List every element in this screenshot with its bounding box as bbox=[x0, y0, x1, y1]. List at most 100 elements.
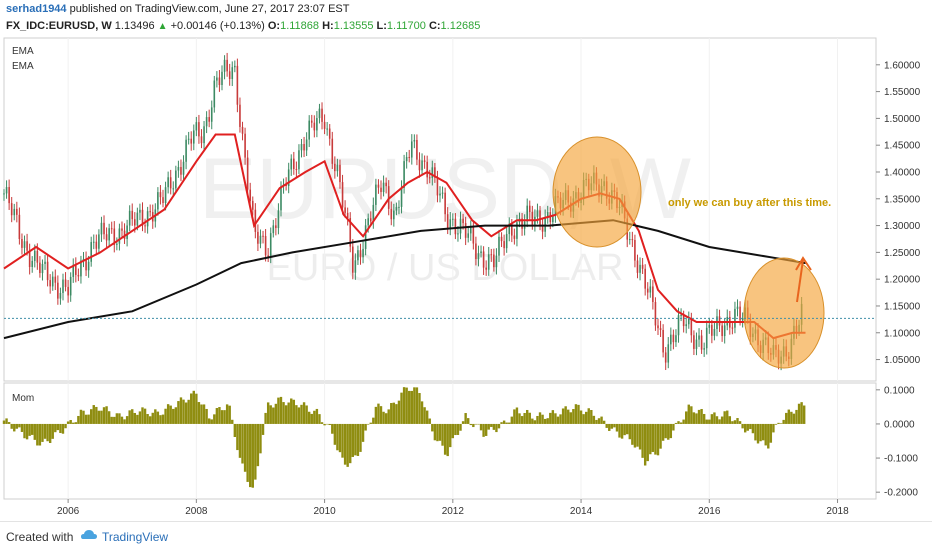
candle-body bbox=[262, 235, 264, 237]
chart-canvas[interactable]: EURUSD, W EURO / US DOLLAR only we can b… bbox=[0, 0, 932, 521]
momentum-bar bbox=[700, 408, 703, 424]
candle-body bbox=[677, 315, 680, 336]
author-link[interactable]: serhad1944 bbox=[6, 3, 67, 15]
momentum-axis[interactable]: 0.1000 0.0000 -0.1000 -0.2000 bbox=[876, 385, 918, 499]
momentum-bar bbox=[454, 423, 457, 436]
momentum-bar bbox=[148, 416, 152, 424]
candle-body bbox=[259, 235, 262, 244]
candle-body bbox=[128, 210, 131, 226]
momentum-bar bbox=[567, 409, 570, 424]
momentum-bar bbox=[520, 416, 524, 424]
candle-body bbox=[341, 182, 344, 208]
candle-body bbox=[400, 187, 403, 207]
candle-body bbox=[249, 189, 252, 201]
candle-body bbox=[718, 316, 721, 326]
candle-body bbox=[295, 168, 298, 170]
momentum-bar bbox=[336, 423, 339, 451]
candle-body bbox=[418, 159, 421, 171]
candle-body bbox=[300, 144, 303, 151]
momentum-bar bbox=[720, 416, 724, 424]
candle-body bbox=[157, 192, 159, 210]
candle-body bbox=[390, 208, 393, 220]
momentum-bar bbox=[48, 423, 52, 443]
candle-body bbox=[80, 260, 82, 277]
candle-body bbox=[500, 236, 503, 242]
candle-body bbox=[313, 122, 316, 131]
x-tick-label: 2014 bbox=[570, 506, 593, 517]
candle-body bbox=[736, 306, 739, 309]
momentum-bars bbox=[2, 387, 806, 488]
momentum-bar bbox=[685, 411, 688, 424]
momentum-bar bbox=[7, 422, 11, 424]
candle-body bbox=[203, 126, 205, 144]
momentum-bar bbox=[279, 396, 283, 424]
momentum-bar bbox=[556, 416, 560, 424]
candle-body bbox=[210, 107, 213, 122]
publish-info: serhad1944 published on TradingView.com,… bbox=[6, 2, 350, 16]
momentum-bar bbox=[431, 423, 434, 432]
candle-body bbox=[16, 208, 18, 215]
candle-body bbox=[477, 253, 480, 260]
candle-body bbox=[713, 329, 716, 336]
price-axis[interactable]: 1.05000 1.10000 1.15000 1.20000 1.25000 1.300… bbox=[876, 60, 921, 366]
candle-body bbox=[234, 65, 236, 68]
momentum-bar bbox=[708, 419, 711, 424]
time-axis[interactable]: 2006 2008 2010 2012 2014 2016 2018 bbox=[57, 499, 849, 517]
candle-body bbox=[298, 150, 300, 170]
momentum-bar bbox=[574, 404, 578, 424]
momentum-bar bbox=[341, 423, 344, 458]
momentum-bar bbox=[282, 402, 285, 424]
candle-body bbox=[526, 205, 528, 222]
candle-body bbox=[382, 182, 385, 193]
candle-body bbox=[195, 122, 198, 131]
momentum-bar bbox=[87, 414, 90, 424]
momentum-bar bbox=[205, 408, 208, 424]
momentum-bar bbox=[615, 423, 619, 432]
candle-body bbox=[46, 261, 49, 281]
candle-body bbox=[503, 241, 505, 249]
momentum-bar bbox=[446, 423, 449, 457]
momentum-bar bbox=[749, 423, 752, 430]
candle-body bbox=[44, 261, 46, 264]
momentum-bar bbox=[569, 412, 572, 424]
candle-body bbox=[59, 292, 62, 299]
candle-body bbox=[95, 241, 98, 249]
candle-body bbox=[118, 228, 121, 244]
momentum-bar bbox=[115, 413, 119, 424]
candle-body bbox=[123, 230, 126, 239]
ema-lines bbox=[3, 133, 806, 340]
momentum-bar bbox=[107, 411, 111, 424]
momentum-bar bbox=[197, 402, 201, 424]
tradingview-brand[interactable]: TradingView bbox=[102, 530, 169, 544]
candle-body bbox=[654, 302, 657, 326]
momentum-bar bbox=[695, 413, 698, 424]
momentum-bar bbox=[744, 423, 747, 433]
momentum-bar bbox=[620, 423, 624, 439]
momentum-bar bbox=[323, 423, 326, 426]
momentum-bar bbox=[346, 423, 349, 467]
momentum-bar bbox=[677, 421, 680, 424]
published-text: published on TradingView.com, June 27, 2… bbox=[69, 3, 350, 15]
momentum-bar bbox=[13, 423, 16, 432]
candle-body bbox=[331, 138, 334, 164]
momentum-bar bbox=[690, 406, 693, 424]
momentum-bar bbox=[672, 423, 675, 431]
momentum-pane[interactable] bbox=[3, 382, 877, 500]
annotation-text: only we can buy after this time. bbox=[668, 197, 831, 209]
candle-body bbox=[172, 188, 175, 190]
candle-body bbox=[410, 141, 413, 158]
candle-body bbox=[13, 208, 16, 216]
momentum-bar bbox=[713, 412, 716, 424]
candle-body bbox=[546, 212, 549, 217]
ema-legend-2: EMA bbox=[12, 61, 34, 72]
candle-body bbox=[498, 236, 500, 256]
price-pane[interactable] bbox=[3, 37, 877, 382]
momentum-bar bbox=[772, 423, 775, 433]
momentum-bar bbox=[225, 404, 229, 424]
momentum-bar bbox=[477, 423, 480, 425]
momentum-bar bbox=[523, 412, 526, 424]
x-tick-label: 2010 bbox=[313, 506, 336, 517]
momentum-bar bbox=[349, 423, 352, 464]
ema-slow-line bbox=[3, 219, 806, 340]
candle-body bbox=[344, 207, 346, 213]
